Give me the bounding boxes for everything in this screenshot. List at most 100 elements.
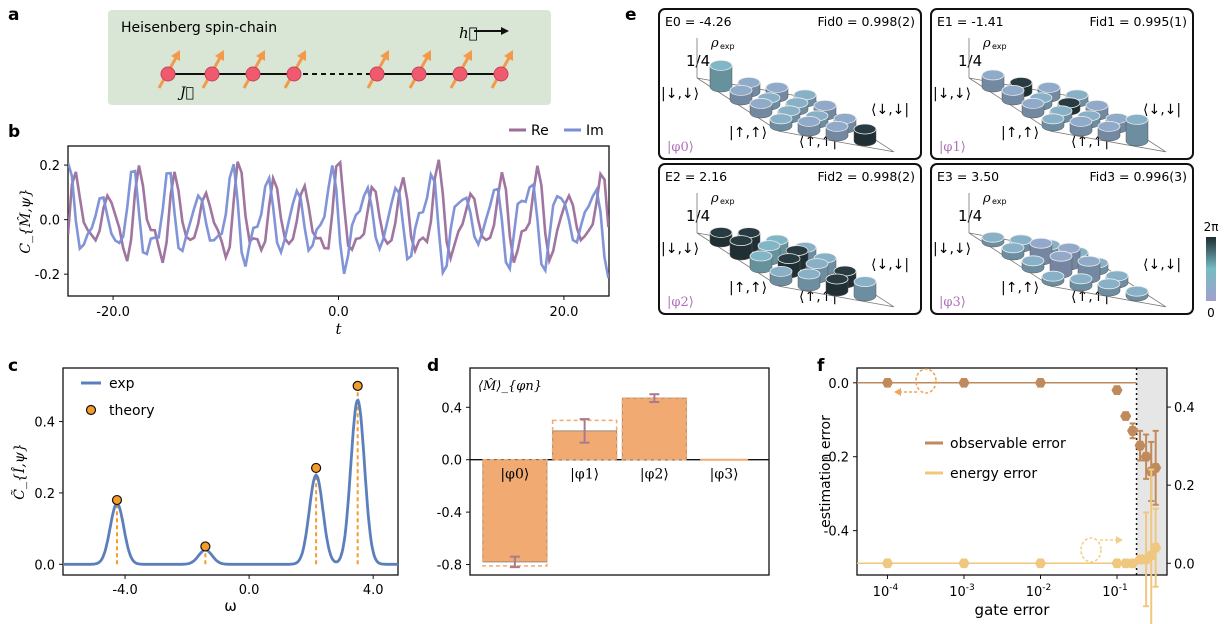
- legend-label: Re: [531, 123, 549, 139]
- matrix-element: [853, 123, 877, 147]
- fidelity-label: Fid1 = 0.995(1): [1089, 14, 1187, 29]
- spin-arrowhead: [422, 50, 431, 61]
- x-tick-label: -20.0: [96, 305, 130, 320]
- matrix-element: [1021, 255, 1045, 274]
- spin-site: [245, 66, 261, 82]
- field-label: h⃗: [459, 24, 478, 42]
- theory-point: [200, 541, 211, 552]
- y-tick-label: -0.8: [437, 559, 462, 574]
- matrix-element-top: [729, 235, 753, 247]
- rho-label: ρ: [982, 191, 991, 206]
- panel-d-observable-bars: |φ0⟩ |φ1⟩ |φ2⟩ |φ3⟩ -0.8 -0.4 0.0 0.4 ⟨M̂⟩_{φn}: [437, 367, 770, 576]
- x-tick-label: 10-2: [1026, 583, 1052, 600]
- data-point-energy: [958, 558, 970, 569]
- y-axis-label: C̃_{Î,ψ}: [10, 443, 28, 500]
- data-point-observable: [881, 378, 894, 388]
- y-tick-label: -0.2: [824, 451, 849, 466]
- spin-arrowhead: [504, 50, 513, 61]
- data-point-observable: [958, 378, 970, 388]
- matrix-element-top: [1069, 273, 1093, 285]
- data-point-observable: [1034, 378, 1047, 388]
- matrix-element-top: [1125, 285, 1149, 297]
- x-tick-label: 0.0: [239, 583, 260, 598]
- colorbar-max-label: 2π: [1204, 220, 1219, 234]
- panel-letter-f: f: [817, 356, 825, 376]
- data-point-energy: [1034, 558, 1047, 569]
- row-label: |↑,↑⟩: [1001, 125, 1039, 141]
- panel-letter-d: d: [427, 356, 439, 376]
- field-arrowhead: [501, 27, 509, 35]
- category-label: |φ2⟩: [640, 467, 669, 483]
- matrix-element-top: [1021, 98, 1045, 109]
- row-label: |↓,↓⟩: [661, 241, 699, 257]
- theory-point: [352, 380, 363, 391]
- x-tick-label: 10-1: [1102, 583, 1128, 600]
- matrix-element: [769, 265, 793, 287]
- x-axis-label: gate error: [975, 601, 1051, 619]
- panel-letter-c: c: [8, 356, 18, 376]
- energy-label: E0 = -4.26: [665, 14, 732, 29]
- rho-tick-label: 1/4: [958, 52, 982, 70]
- rho-label: ρ: [710, 191, 719, 206]
- matrix-element: [797, 116, 821, 137]
- colorbar: [1206, 237, 1216, 301]
- matrix-element: [1021, 98, 1045, 119]
- matrix-element: [1069, 273, 1093, 292]
- matrix-element-top: [1001, 85, 1025, 96]
- matrix-element-top: [1029, 237, 1053, 249]
- matrix-element: [1001, 85, 1025, 106]
- y-tick-label: 0.0: [828, 377, 849, 392]
- density-matrix-0: E0 = -4.26 Fid0 = 0.998(2) |φ0⟩ ρ exp 1/4 |↓,↓…: [658, 8, 922, 160]
- row-label: |↑,↑⟩: [1001, 280, 1039, 296]
- density-matrix-2: E2 = 2.16 Fid2 = 0.998(2) |φ2⟩ ρ exp 1/4 |↓,↓⟩…: [658, 163, 922, 315]
- matrix-element-top: [749, 98, 773, 109]
- panel-e-density-matrices: E0 = -4.26 Fid0 = 0.998(2)|φ0⟩ρ exp1/4|↓,↓…: [658, 8, 1219, 320]
- series-line-im: [68, 162, 609, 279]
- bar: [621, 397, 687, 461]
- matrix-element-top: [1085, 100, 1109, 111]
- matrix-element-top: [1001, 242, 1025, 254]
- spin-arrowhead: [297, 50, 306, 61]
- row-label: |↑,↑⟩: [729, 125, 767, 141]
- matrix-element-top: [709, 60, 733, 71]
- energy-label: E1 = -1.41: [937, 14, 1004, 29]
- col-label: ⟨↓,↓|: [1143, 257, 1181, 273]
- x-axis-label: t: [335, 320, 342, 338]
- y-tick-label: 0.0: [441, 454, 462, 469]
- matrix-element: [825, 273, 849, 297]
- axis-indicator-arrowhead: [1116, 536, 1123, 544]
- y-tick-label-right: 0.0: [1174, 557, 1195, 572]
- matrix-element: [981, 69, 1005, 93]
- plot-frame: [62, 367, 399, 576]
- matrix-element-top: [981, 69, 1005, 81]
- energy-label: E3 = 3.50: [937, 169, 999, 184]
- subplot-frame: [930, 8, 1194, 160]
- matrix-element: [709, 60, 733, 93]
- matrix-element-top: [853, 123, 877, 135]
- spin-arrowhead: [256, 50, 265, 61]
- matrix-element-top: [981, 231, 1005, 243]
- matrix-element-top: [769, 113, 793, 125]
- row-label: |↓,↓⟩: [661, 86, 699, 102]
- row-label: |↓,↓⟩: [933, 241, 971, 257]
- y-tick-label-right: 0.2: [1174, 479, 1195, 494]
- matrix-element-top: [1077, 255, 1101, 267]
- matrix-element: [1125, 285, 1149, 302]
- rho-tick-label: 1/4: [686, 52, 710, 70]
- matrix-element-top: [805, 258, 829, 270]
- category-label: |φ1⟩: [570, 467, 599, 483]
- series-line-re: [68, 159, 609, 266]
- plot-frame: [469, 367, 770, 576]
- matrix-element: [749, 250, 773, 274]
- matrix-element: [709, 226, 733, 248]
- data-point-energy: [1120, 558, 1132, 569]
- matrix-element-top: [769, 265, 793, 277]
- matrix-element: [1097, 121, 1121, 142]
- fidelity-label: Fid0 = 0.998(2): [817, 14, 915, 29]
- spin-arrowhead: [215, 50, 224, 61]
- matrix-element-top: [1049, 250, 1073, 262]
- y-axis-label: estimation error: [818, 415, 834, 528]
- matrix-element-top: [1069, 116, 1093, 127]
- rho-subscript: exp: [992, 197, 1007, 206]
